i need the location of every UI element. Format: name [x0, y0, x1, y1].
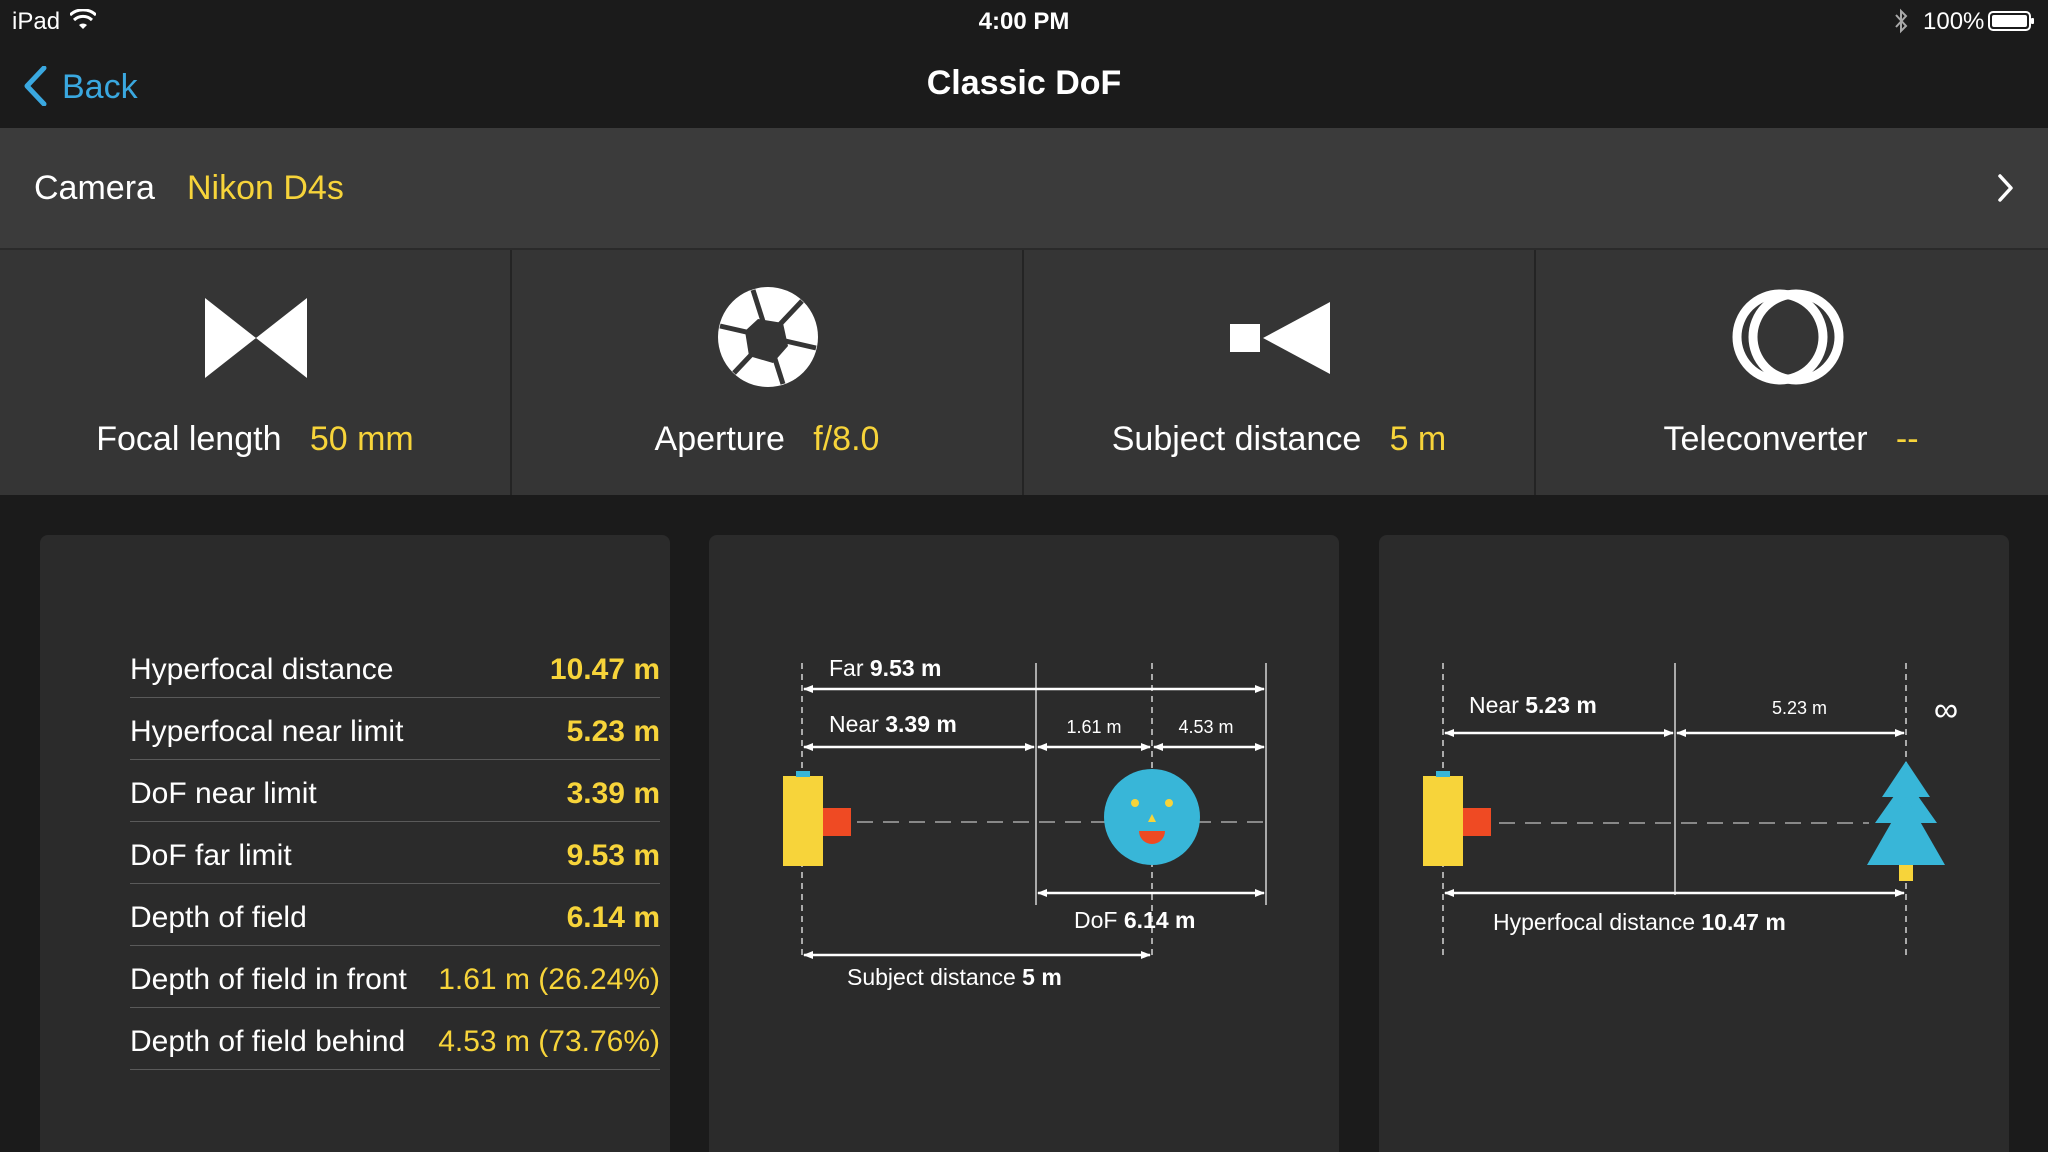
focal-length-icon — [205, 298, 307, 378]
battery-icon — [1988, 11, 2034, 31]
result-label: Hyperfocal near limit — [130, 715, 404, 748]
aperture-tile[interactable]: Aperture f/8.0 — [512, 250, 1022, 495]
focal-length-tile[interactable]: Focal length 50 mm — [0, 250, 510, 495]
tree-icon — [1867, 761, 1945, 881]
result-row: Hyperfocal near limit 5.23 m — [130, 697, 660, 760]
parameter-grid: Focal length 50 mm Aperture f/8.0 — [0, 250, 2048, 495]
hyperfocal-diagram-panel: Near 5.23 m 5.23 m ∞ Hyperfocal distance… — [1379, 535, 2009, 1152]
aperture-label: Aperture f/8.0 — [654, 420, 880, 458]
hf-near-label: Near 5.23 m — [1469, 692, 1597, 718]
bluetooth-icon — [1895, 8, 1908, 34]
status-time: 4:00 PM — [978, 8, 1070, 35]
subject-distance-value: 5 m — [1389, 420, 1447, 458]
result-row: Hyperfocal distance 10.47 m — [130, 635, 660, 698]
result-label: Depth of field — [130, 901, 307, 934]
results-panel: Hyperfocal distance 10.47 m Hyperfocal n… — [40, 535, 670, 1152]
hf-segment-label: 5.23 m — [1772, 698, 1827, 718]
result-label: Depth of field in front — [130, 963, 407, 996]
dof-behind-label: 4.53 m — [1178, 717, 1233, 737]
result-row: DoF far limit 9.53 m — [130, 821, 660, 884]
subject-face-icon — [1104, 769, 1200, 865]
camera-label: Camera — [34, 169, 155, 207]
result-label: DoF near limit — [130, 777, 317, 810]
result-value: 1.61 m (26.24%) — [438, 963, 660, 996]
device-label: iPad — [12, 8, 61, 35]
camera-figure — [1423, 771, 1491, 866]
result-value: 5.23 m — [566, 715, 660, 748]
result-value: 6.14 m — [566, 901, 660, 934]
aperture-icon — [718, 287, 818, 387]
subject-distance-tile[interactable]: Subject distance 5 m — [1024, 250, 1534, 495]
nav-bar: Back Classic DoF — [0, 44, 2048, 128]
wifi-icon — [70, 9, 96, 29]
chevron-right-icon — [1998, 174, 2013, 202]
focal-length-value: 50 mm — [309, 420, 414, 458]
camera-selector[interactable]: Camera Nikon D4s — [0, 128, 2048, 250]
result-row: Depth of field behind 4.53 m (73.76%) — [130, 1007, 660, 1070]
result-label: Depth of field behind — [130, 1025, 406, 1058]
aperture-value: f/8.0 — [813, 420, 880, 458]
result-label: Hyperfocal distance — [130, 653, 394, 686]
focal-length-label: Focal length 50 mm — [96, 420, 414, 458]
result-value: 4.53 m (73.76%) — [438, 1025, 660, 1058]
far-label: Far 9.53 m — [829, 655, 942, 681]
camera-value: Nikon D4s — [187, 169, 344, 207]
result-row: Depth of field in front 1.61 m (26.24%) — [130, 945, 660, 1008]
subject-distance-label: Subject distance 5 m — [1111, 420, 1447, 458]
teleconverter-tile[interactable]: Teleconverter -- — [1536, 250, 2046, 495]
dof-label: DoF 6.14 m — [1074, 907, 1195, 933]
result-value: 10.47 m — [549, 653, 660, 686]
chevron-left-icon — [24, 66, 47, 106]
camera-figure — [783, 771, 851, 866]
status-bar: iPad 4:00 PM 100% — [0, 0, 2048, 44]
teleconverter-value: -- — [1895, 420, 1919, 458]
subject-distance-icon — [1230, 302, 1330, 374]
near-label: Near 3.39 m — [829, 711, 957, 737]
hf-distance-label: Hyperfocal distance 10.47 m — [1493, 909, 1786, 935]
battery-percent: 100% — [1923, 8, 1985, 35]
subject-distance-label-diagram: Subject distance 5 m — [847, 964, 1062, 990]
hyperfocal-diagram: Near 5.23 m 5.23 m ∞ Hyperfocal distance… — [1423, 663, 1958, 960]
back-button[interactable]: Back — [20, 58, 150, 114]
teleconverter-label: Teleconverter -- — [1663, 420, 1919, 458]
dof-diagram-panel: Far 9.53 m Near 3.39 m 1.61 m 4.53 m DoF… — [709, 535, 1339, 1152]
result-row: Depth of field 6.14 m — [130, 883, 660, 946]
page-title: Classic DoF — [926, 64, 1122, 102]
dof-diagram: Far 9.53 m Near 3.39 m 1.61 m 4.53 m DoF… — [783, 655, 1267, 990]
infinity-icon: ∞ — [1934, 691, 1958, 729]
result-value: 9.53 m — [566, 839, 660, 872]
dof-front-label: 1.61 m — [1066, 717, 1121, 737]
back-label: Back — [62, 68, 138, 106]
result-value: 3.39 m — [566, 777, 660, 810]
teleconverter-icon — [1732, 289, 1844, 385]
result-label: DoF far limit — [130, 839, 292, 872]
result-row: DoF near limit 3.39 m — [130, 759, 660, 822]
